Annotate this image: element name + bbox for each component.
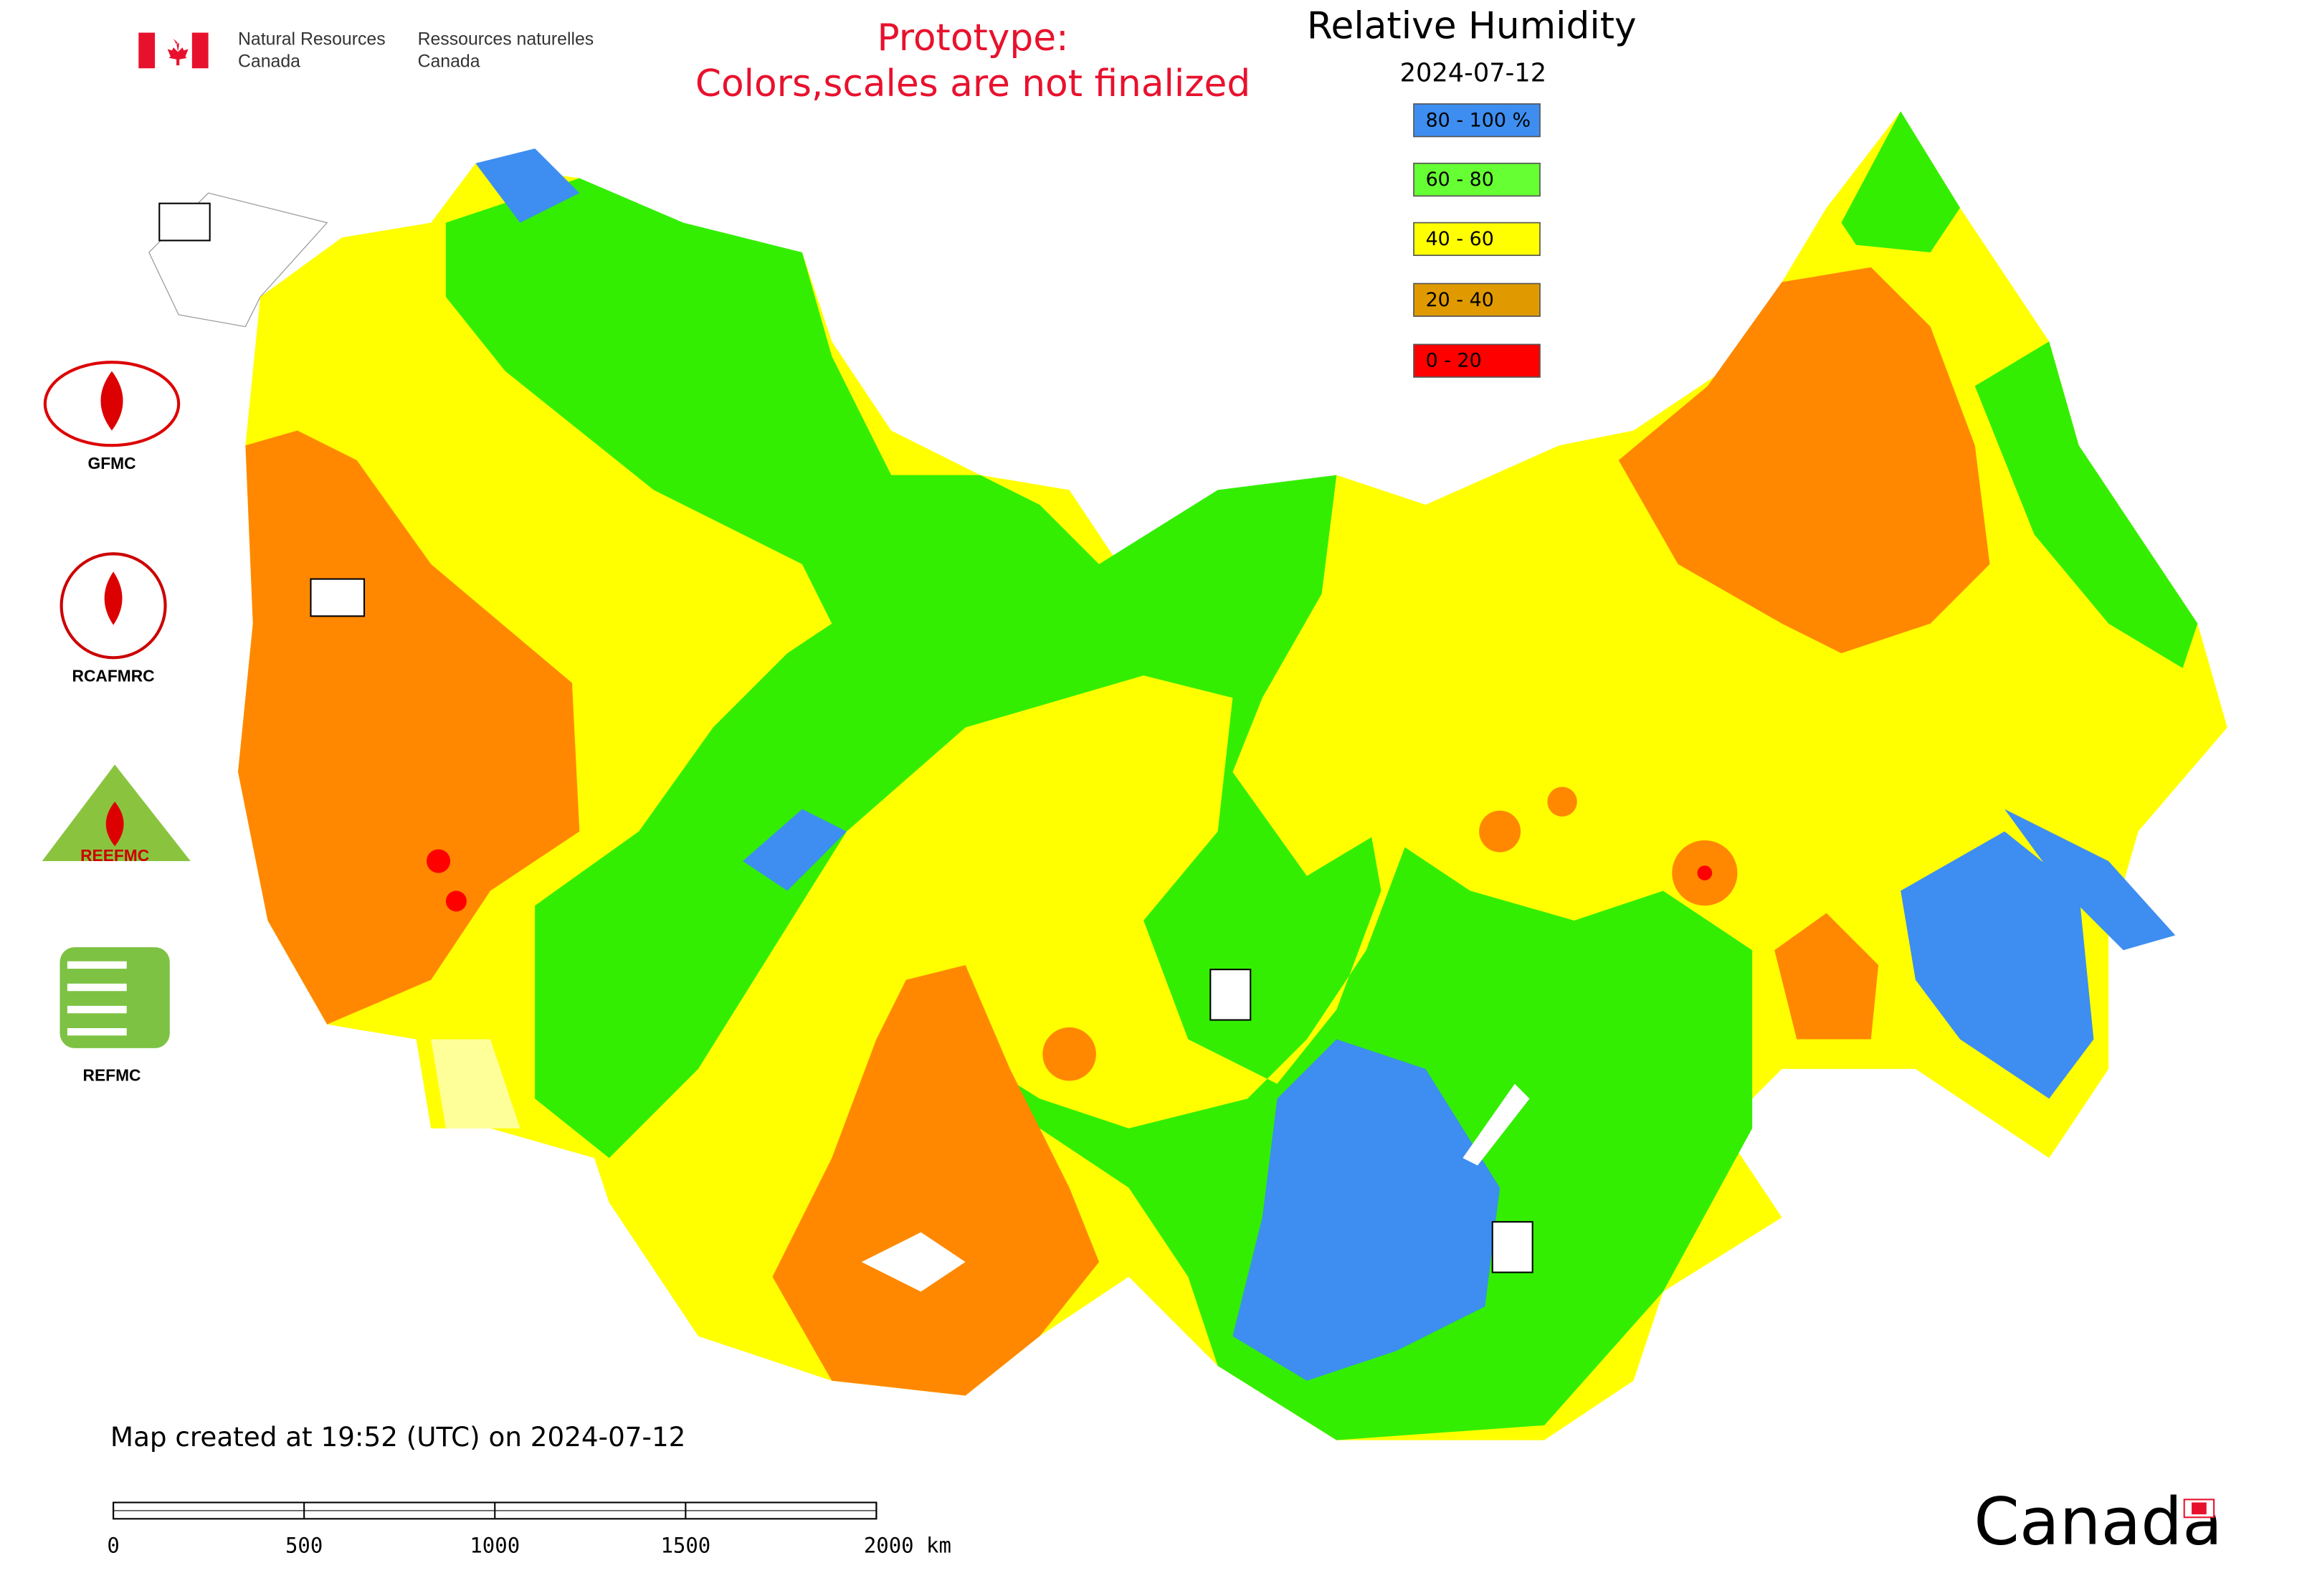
scale-bar: 0 500 1000 1500 2000 km <box>107 1501 951 1558</box>
refmc-logo <box>67 961 127 1036</box>
canada-wordmark: Canada <box>1974 1484 2222 1560</box>
legend-label: 0 - 20 <box>1426 350 1482 372</box>
legend-label: 20 - 40 <box>1426 289 1494 311</box>
legend-date: 2024-07-12 <box>1400 59 1547 88</box>
lake <box>1462 1083 1530 1166</box>
scale-label: 1000 <box>470 1534 520 1558</box>
region <box>1901 831 2094 1099</box>
nrcan-signature: Natural Resources Canada Ressources natu… <box>138 29 594 72</box>
region <box>772 549 1886 1129</box>
region <box>1974 341 2198 668</box>
map-logo <box>310 578 366 617</box>
logo-label: GFMC <box>87 454 135 472</box>
region <box>1479 810 1521 852</box>
legend-label: 40 - 60 <box>1426 228 1494 250</box>
scale-label: 500 <box>285 1534 323 1558</box>
header-text: Canada <box>238 52 300 72</box>
legend-label: 80 - 100 % <box>1426 109 1531 131</box>
maple-leaf <box>167 38 189 66</box>
flag-bar <box>138 32 156 69</box>
region <box>1697 865 1713 880</box>
region <box>772 964 1100 1396</box>
region <box>1547 787 1577 817</box>
region <box>1774 913 1879 1040</box>
flag-bar <box>191 32 209 69</box>
rcafmrc-logo <box>104 571 123 625</box>
legend-swatch <box>1413 103 1541 138</box>
scale-label: 0 <box>107 1534 119 1558</box>
notice: Prototype: <box>877 16 1068 60</box>
region <box>743 809 847 891</box>
scale-label: 1500 <box>660 1534 710 1558</box>
lake <box>861 1232 966 1292</box>
region <box>1042 1027 1096 1081</box>
header-text: Canada <box>418 52 480 72</box>
map <box>148 111 2227 1440</box>
logos: GFMC RCAFMRC REEFMC REFMC <box>42 202 1533 1273</box>
region <box>1232 1039 1500 1381</box>
map-logo <box>1209 969 1252 1021</box>
map-logo <box>1491 1221 1533 1273</box>
legend-swatch <box>1413 343 1541 378</box>
notice: Colors,scales are not finalized <box>695 62 1250 105</box>
legend-swatch <box>1413 282 1541 317</box>
sea <box>431 1039 520 1129</box>
logo-label: REEFMC <box>80 846 149 865</box>
logo-label: RCAFMRC <box>72 666 155 685</box>
region <box>1841 111 1961 253</box>
reefmc-logo <box>105 802 124 847</box>
legend-label: 60 - 80 <box>1426 168 1494 191</box>
region <box>445 890 467 912</box>
scale-label: 2000 km <box>864 1534 951 1558</box>
region <box>426 849 451 873</box>
region <box>2004 809 2176 951</box>
legend-title: Relative Humidity <box>1307 4 1637 47</box>
region <box>1618 267 1990 654</box>
legend: Relative Humidity 2024-07-12 80 - 100 % 6… <box>1307 4 1637 378</box>
header-text: Natural Resources <box>238 29 386 49</box>
wordmark-flag <box>2192 1502 2207 1515</box>
refmc-logo <box>60 947 170 1048</box>
region <box>475 148 580 223</box>
legend-swatch <box>1413 162 1541 197</box>
map-logo <box>158 202 211 242</box>
header-text: Ressources naturelles <box>418 29 594 49</box>
created-note: Map created at 19:52 (UTC) on 2024-07-12 <box>110 1421 685 1453</box>
logo-label: REFMC <box>83 1065 141 1084</box>
gfmc-logo <box>100 371 123 431</box>
legend-swatch <box>1413 222 1541 256</box>
gfmc-logo <box>43 361 181 447</box>
